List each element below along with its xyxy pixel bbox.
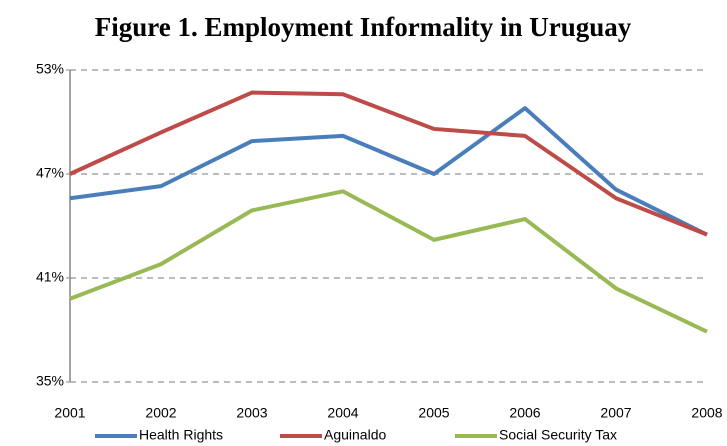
chart-title: Figure 1. Employment Informality in Urug… — [95, 12, 632, 42]
x-tick-label: 2004 — [327, 405, 358, 421]
series-line — [69, 90, 708, 237]
series-line — [69, 106, 708, 237]
series-line — [69, 189, 708, 334]
x-tick-label: 2003 — [236, 405, 267, 421]
legend-label: Social Security Tax — [499, 427, 617, 443]
x-tick-label: 2005 — [418, 405, 449, 421]
x-tick-label: 2001 — [54, 405, 85, 421]
y-tick-label: 53% — [36, 61, 64, 77]
y-tick-label: 41% — [36, 269, 64, 285]
x-tick-label: 2002 — [145, 405, 176, 421]
y-tick-label: 47% — [36, 165, 64, 181]
y-tick-label: 35% — [36, 373, 64, 389]
x-tick-label: 2008 — [691, 405, 722, 421]
x-tick-label: 2007 — [600, 405, 631, 421]
x-tick-label: 2006 — [509, 405, 540, 421]
legend-label: Aguinaldo — [324, 427, 386, 443]
legend-label: Health Rights — [139, 427, 223, 443]
